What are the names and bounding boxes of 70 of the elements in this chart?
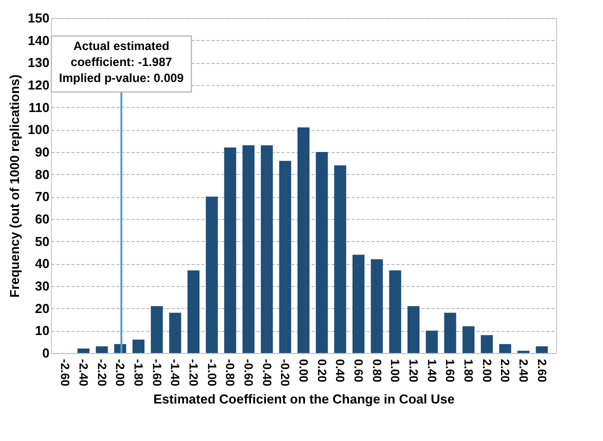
bar <box>389 270 402 353</box>
x-tick-label: -2.00 <box>113 359 128 387</box>
bar <box>78 348 90 353</box>
x-tick-label: 0.40 <box>333 359 348 383</box>
y-tick-label: 50 <box>35 234 50 249</box>
y-tick-label: 10 <box>35 323 50 338</box>
x-tick-label: 0.60 <box>352 359 366 383</box>
y-tick-label: 20 <box>35 300 50 316</box>
bar <box>426 330 438 353</box>
x-tick-label: -0.40 <box>260 359 274 387</box>
x-tick-label: -1.80 <box>132 359 146 387</box>
y-tick-label: 110 <box>28 100 50 115</box>
y-tick-label: 60 <box>35 212 50 226</box>
x-tick-label: -2.60 <box>58 359 72 387</box>
x-axis-title: Estimated Coefficient on the Change in Coal Use <box>153 392 455 406</box>
x-tick-label: 1.20 <box>406 359 420 383</box>
y-axis-title: Frequency (out of 1000 replications) <box>6 74 22 298</box>
y-tick-label: 80 <box>35 166 50 182</box>
bar <box>298 127 310 353</box>
x-tick-label: -1.00 <box>204 359 219 387</box>
x-tick-label: 1.60 <box>443 359 458 383</box>
y-tick-label: 90 <box>35 144 50 160</box>
x-tick-label: 0.20 <box>314 359 329 383</box>
x-tick-label: 1.80 <box>462 359 476 383</box>
bar <box>169 312 182 353</box>
x-tick-label: 1.40 <box>424 359 439 383</box>
x-tick-label: -0.20 <box>278 359 292 387</box>
y-tick-label: 120 <box>28 78 50 92</box>
bar <box>96 346 108 353</box>
x-tick-label: 2.20 <box>498 359 512 383</box>
y-tick-label: 150 <box>28 10 50 26</box>
x-tick-label: -1.20 <box>186 359 200 387</box>
x-tick-label: -0.60 <box>242 359 256 387</box>
x-tick-label: -1.60 <box>150 359 164 387</box>
bar <box>408 306 420 353</box>
ref-line-label: Actual estimated coefficient: -1.987 Implied p-value: 0.009 <box>59 39 184 85</box>
bar <box>206 196 218 353</box>
x-tick-label: 0.80 <box>370 359 384 383</box>
bar <box>316 152 328 353</box>
bar <box>480 335 493 353</box>
bar <box>242 145 254 353</box>
bar <box>499 344 512 353</box>
bar <box>352 254 364 353</box>
x-tick-label: -0.80 <box>223 359 238 387</box>
y-tick-label: 30 <box>35 278 50 294</box>
x-tick-label: 0.00 <box>296 359 310 383</box>
x-tick-label: -2.40 <box>76 359 90 387</box>
bar <box>370 259 383 353</box>
y-tick-label: 70 <box>35 189 50 204</box>
x-tick-label: 2.60 <box>534 359 549 383</box>
y-tick-label: 100 <box>28 122 50 138</box>
bar <box>536 346 548 353</box>
bar <box>188 270 200 353</box>
y-tick-label: 140 <box>28 32 50 48</box>
x-tick-label: 2.40 <box>516 359 530 383</box>
y-tick-label: 40 <box>35 256 50 272</box>
x-tick-label: 1.00 <box>388 359 402 383</box>
x-tick-label: -1.40 <box>168 359 182 387</box>
bar <box>260 145 273 353</box>
bar <box>462 326 474 353</box>
bar <box>279 160 292 353</box>
x-tick-label: -2.20 <box>94 359 109 387</box>
bar <box>150 306 163 353</box>
bar <box>224 148 236 353</box>
x-tick-label: 2.00 <box>480 359 494 383</box>
bar <box>334 165 346 353</box>
y-tick-label: 0 <box>42 346 50 360</box>
bar <box>132 340 144 353</box>
bar <box>444 312 456 353</box>
y-tick-label: 130 <box>28 55 50 70</box>
